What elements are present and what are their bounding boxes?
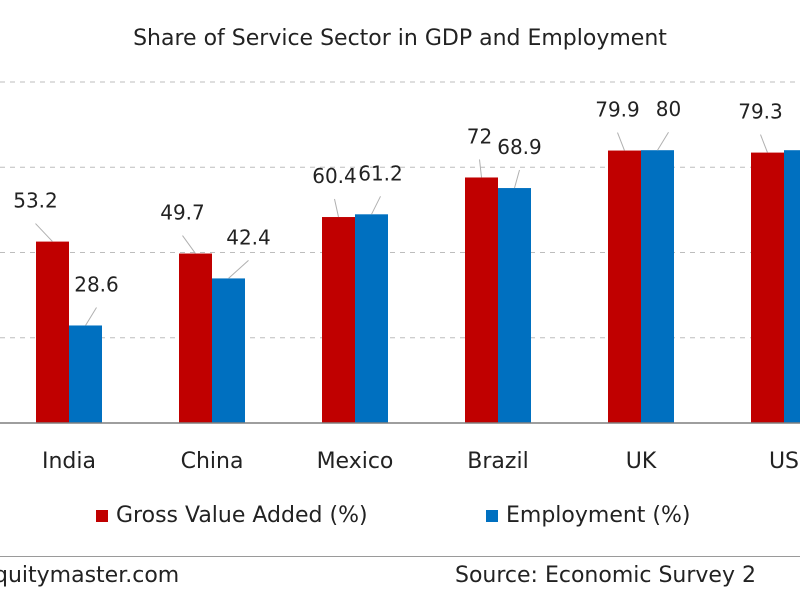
leader-line-employment-china — [228, 260, 249, 279]
x-tick-label-india: India — [42, 449, 96, 474]
bar-gva-mexico — [322, 217, 355, 423]
bar-employment-india — [69, 325, 102, 423]
leader-line-employment-brazil — [514, 169, 520, 189]
leader-line-employment-india — [85, 307, 97, 326]
data-label-employment-india: 28.6 — [74, 272, 119, 296]
data-label-gva-china: 49.7 — [160, 201, 205, 225]
x-tick-label-us: US — [769, 449, 799, 474]
data-label-gva-uk: 79.9 — [595, 98, 640, 122]
data-label-employment-brazil: 68.9 — [497, 135, 542, 159]
x-tick-label-brazil: Brazil — [467, 449, 528, 474]
x-tick-label-uk: UK — [626, 449, 657, 474]
bar-gva-us — [751, 152, 784, 423]
data-label-employment-mexico: 61.2 — [358, 161, 403, 185]
bar-gva-china — [179, 253, 212, 423]
legend-item-gva: Gross Value Added (%) — [96, 503, 368, 528]
legend-swatch-gva — [96, 509, 108, 522]
footer: quitymaster.com Source: Economic Survey … — [0, 556, 800, 600]
leader-line-gva-mexico — [334, 198, 339, 218]
plot-area: 53.2 28.6 India 49.7 42.4 China 60.4 61.2 Mexico… — [0, 81, 800, 474]
bar-gva-uk — [608, 150, 641, 423]
x-tick-label-china: China — [181, 449, 244, 474]
data-label-gva-mexico: 60.4 — [312, 164, 357, 188]
data-label-gva-brazil: 72 — [467, 124, 492, 148]
footer-source: Source: Economic Survey 2 — [455, 563, 756, 588]
bar-employment-china — [212, 278, 245, 423]
legend-item-employment: Employment (%) — [486, 503, 691, 528]
x-tick-label-mexico: Mexico — [317, 449, 394, 474]
leader-line-gva-china — [182, 235, 196, 254]
bar-employment-uk — [641, 150, 674, 423]
data-label-employment-uk: 80 — [656, 97, 681, 121]
bar-employment-us — [784, 150, 800, 423]
leader-line-employment-uk — [657, 131, 669, 151]
leader-line-gva-us — [760, 134, 768, 153]
data-label-employment-china: 42.4 — [226, 225, 271, 249]
leader-line-gva-brazil — [479, 159, 482, 178]
leader-line-gva-uk — [617, 132, 625, 151]
legend-label-gva: Gross Value Added (%) — [116, 503, 368, 528]
leader-line-employment-mexico — [371, 196, 381, 215]
bar-employment-brazil — [498, 188, 531, 423]
legend-label-employment: Employment (%) — [506, 503, 691, 528]
legend-swatch-employment — [486, 509, 498, 522]
leader-line-gva-india — [35, 223, 53, 242]
data-label-gva-india: 53.2 — [13, 189, 58, 213]
footer-site: quitymaster.com — [0, 563, 180, 588]
chart-title: Share of Service Sector in GDP and Emplo… — [133, 26, 667, 51]
bar-employment-mexico — [355, 214, 388, 423]
bar-gva-brazil — [465, 177, 498, 423]
data-label-gva-us: 79.3 — [738, 100, 783, 124]
bar-gva-india — [36, 241, 69, 423]
